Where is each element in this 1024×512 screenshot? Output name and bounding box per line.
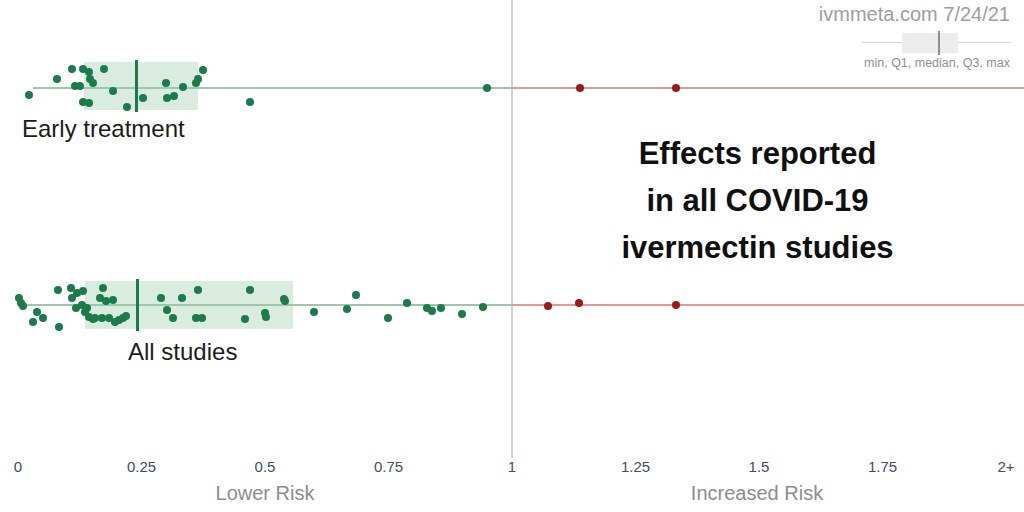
data-point-improved — [246, 98, 254, 106]
data-point-improved — [194, 286, 202, 294]
whisker-line-worsened — [512, 87, 1024, 89]
axis-tick-0.5: 0.5 — [255, 458, 276, 475]
data-point-improved — [458, 310, 466, 318]
data-point-improved — [479, 303, 487, 311]
axis-tick-0.75: 0.75 — [374, 458, 403, 475]
data-point-improved — [198, 314, 206, 322]
data-point-improved — [19, 302, 27, 310]
axis-tick-2+: 2+ — [997, 458, 1014, 475]
axis-label-lower-risk: Lower Risk — [216, 482, 315, 505]
data-point-improved — [39, 314, 47, 322]
forest-summary-chart: Early treatment All studies Effects repo… — [0, 0, 1024, 512]
watermark-site-date: ivmmeta.com 7/24/21 — [819, 3, 1010, 26]
data-point-worsened — [544, 302, 552, 310]
data-point-improved — [139, 94, 147, 102]
median-line — [135, 60, 138, 112]
data-point-improved — [54, 286, 62, 294]
data-point-improved — [76, 82, 84, 90]
data-point-improved — [352, 291, 360, 299]
data-point-improved — [100, 65, 108, 73]
chart-title: Effects reported in all COVID-19 ivermec… — [515, 130, 1000, 271]
data-point-worsened — [672, 84, 680, 92]
data-point-worsened — [576, 84, 584, 92]
legend-caption: min, Q1, median, Q3, max — [858, 56, 1016, 70]
whisker-line-improved — [33, 87, 512, 89]
x-axis: 0 0.25 0.5 0.75 1 1.25 1.5 1.75 2+ — [0, 450, 1024, 512]
data-point-improved — [109, 296, 117, 304]
data-point-improved — [179, 83, 187, 91]
axis-tick-0.25: 0.25 — [127, 458, 156, 475]
legend-median-line-icon — [938, 31, 940, 55]
data-point-improved — [483, 84, 491, 92]
whisker-line-worsened — [512, 304, 1024, 306]
legend-box-icon — [902, 33, 958, 53]
data-point-improved — [310, 308, 318, 316]
data-point-improved — [194, 75, 202, 83]
axis-tick-0: 0 — [14, 458, 22, 475]
data-point-improved — [68, 65, 76, 73]
data-point-improved — [25, 91, 33, 99]
group-label-early-treatment: Early treatment — [22, 115, 185, 143]
axis-tick-1.75: 1.75 — [868, 458, 897, 475]
data-point-improved — [55, 323, 63, 331]
chart-title-line-1: Effects reported — [515, 130, 1000, 177]
data-point-improved — [403, 299, 411, 307]
group-label-all-studies: All studies — [128, 338, 237, 366]
data-point-worsened — [672, 301, 680, 309]
data-point-improved — [343, 305, 351, 313]
data-point-worsened — [575, 299, 583, 307]
data-point-improved — [109, 87, 117, 95]
data-point-improved — [428, 307, 436, 315]
data-point-improved — [53, 75, 61, 83]
data-point-improved — [262, 313, 270, 321]
axis-tick-1: 1 — [508, 458, 516, 475]
data-point-improved — [199, 66, 207, 74]
axis-label-increased-risk: Increased Risk — [691, 482, 823, 505]
data-point-improved — [281, 297, 289, 305]
data-point-improved — [29, 318, 37, 326]
data-point-improved — [157, 294, 165, 302]
axis-tick-1.5: 1.5 — [749, 458, 770, 475]
data-point-improved — [384, 314, 392, 322]
chart-title-line-3: ivermectin studies — [515, 224, 1000, 271]
median-line — [136, 279, 139, 331]
chart-title-line-2: in all COVID-19 — [515, 177, 1000, 224]
data-point-improved — [437, 304, 445, 312]
data-point-improved — [178, 294, 186, 302]
data-point-improved — [99, 284, 107, 292]
axis-tick-1.25: 1.25 — [621, 458, 650, 475]
